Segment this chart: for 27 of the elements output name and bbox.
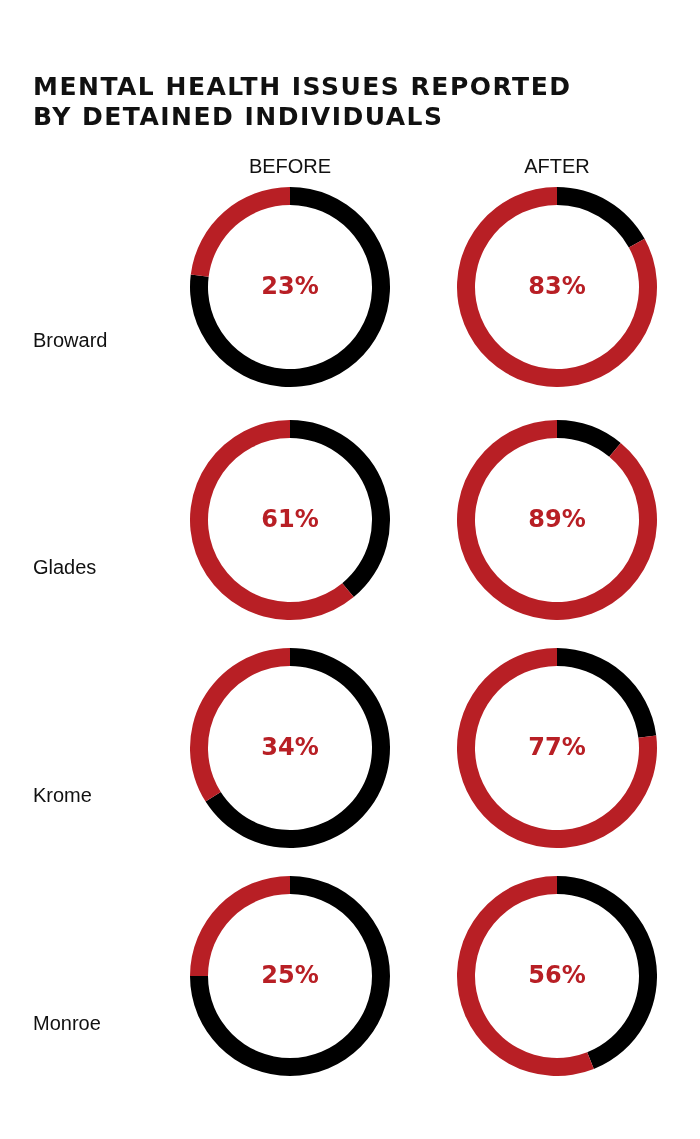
donut-slice (457, 648, 657, 848)
donut-slice (457, 187, 657, 387)
donut-slice (205, 648, 390, 848)
donut-slice (557, 187, 645, 248)
data-label: 89% (528, 505, 586, 533)
donut-slice (190, 420, 354, 620)
text: Glades (33, 556, 97, 579)
data-label: 34% (261, 733, 319, 761)
data-label: 56% (528, 961, 586, 989)
donut-slice (190, 187, 290, 277)
text: MENTAL HEALTH ISSUES REPORTED BY DETAINED INDIVIDUALS (33, 72, 573, 132)
data-label: 61% (261, 505, 319, 533)
donut-slice (457, 420, 657, 620)
data-label: 77% (528, 733, 586, 761)
data-label: 25% (261, 961, 319, 989)
donut-slice (557, 420, 621, 457)
data-label: 23% (261, 272, 319, 300)
donut-slice (190, 876, 390, 1076)
text: Broward (33, 329, 108, 352)
data-label: 83% (528, 272, 586, 300)
text: Monroe (33, 1012, 101, 1035)
chart-title: BEFORE (248, 155, 332, 177)
donut-slice (457, 876, 594, 1076)
chart-title: AFTER (524, 155, 590, 177)
text: Krome (33, 784, 92, 807)
donut-slice (557, 648, 657, 738)
donut-slice (190, 187, 390, 387)
